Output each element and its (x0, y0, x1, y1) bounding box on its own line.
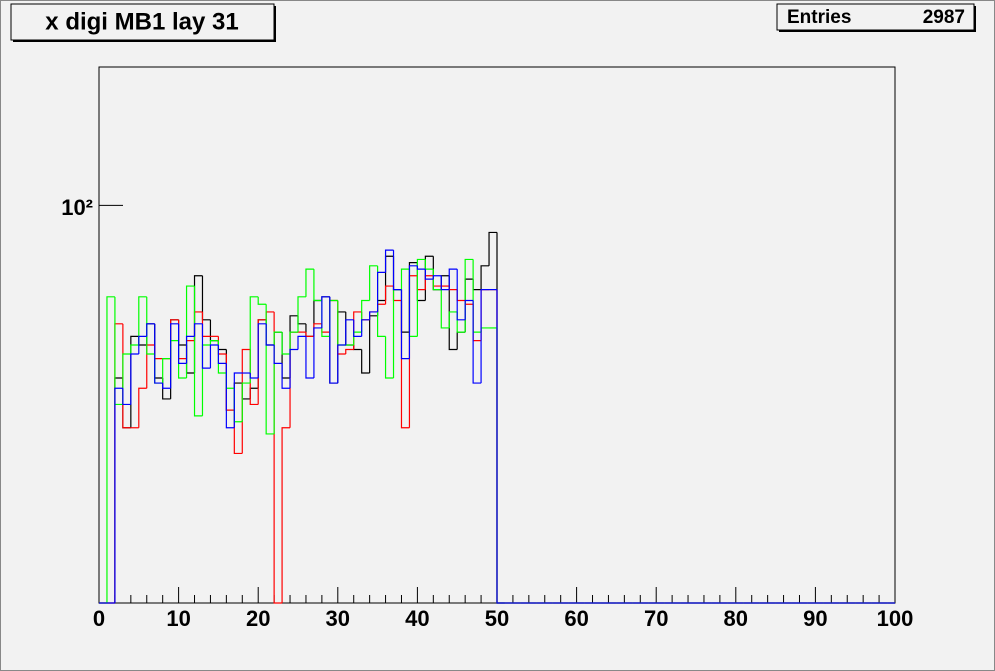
histogram-bin (384, 336, 394, 379)
histogram-bin (384, 285, 394, 305)
histogram-bin (496, 289, 505, 604)
histogram-bin (424, 269, 434, 280)
stats-box (776, 3, 975, 31)
histogram-bin (162, 358, 171, 384)
histogram-bin (146, 296, 155, 355)
histogram-bin (400, 289, 410, 360)
chart-title: x digi MB1 lay 31 (45, 8, 238, 35)
histogram-bin (225, 363, 235, 429)
histogram-bin (249, 296, 259, 384)
histogram-bin (154, 323, 163, 384)
histogram-bin (480, 289, 490, 384)
histogram-bin (257, 296, 267, 305)
histogram-bin (313, 327, 322, 378)
histogram-bin (209, 344, 219, 369)
histogram-bin (369, 311, 378, 320)
histogram-bin (146, 323, 155, 337)
histogram-bin (392, 250, 402, 291)
histogram-bin (289, 348, 298, 389)
histogram-bin (345, 319, 354, 346)
x-tick-label: 20 (246, 606, 270, 631)
histogram-bin (138, 335, 147, 355)
histogram-bin (265, 304, 275, 435)
x-tick-label: 80 (724, 606, 748, 631)
histogram-bin (130, 344, 139, 355)
histogram-bin (480, 265, 490, 290)
x-tick-label: 30 (326, 606, 350, 631)
histogram-bin (440, 289, 450, 329)
histogram-bin (273, 331, 283, 434)
histogram-bin (361, 319, 370, 337)
x-tick-label: 0 (93, 606, 105, 631)
histogram-bin (138, 387, 147, 428)
histogram-bin (122, 353, 131, 405)
histogram-bin (257, 323, 267, 378)
histogram-bin (416, 265, 426, 270)
histogram-bin (114, 387, 123, 603)
histogram-bin (321, 296, 330, 328)
histogram-bin (209, 340, 219, 346)
histogram-bin (289, 331, 298, 355)
histogram-bin (448, 268, 458, 290)
histogram-bin (106, 296, 115, 603)
x-tick-label: 100 (877, 606, 914, 631)
histogram-bin (448, 275, 458, 351)
histogram-bin (201, 323, 211, 369)
histogram-bin (369, 265, 378, 301)
histogram-bin (281, 363, 291, 389)
stats-label: Entries (787, 7, 851, 28)
histogram-bin (130, 353, 139, 405)
histogram-bin (440, 275, 450, 291)
histogram-bin (432, 275, 442, 280)
x-tick-label: 40 (405, 606, 429, 631)
histogram-bin (416, 258, 426, 337)
histogram-bin (170, 323, 179, 389)
histogram-bin (138, 296, 147, 346)
histogram-bin (305, 336, 314, 379)
histogram-bin (185, 335, 195, 364)
histogram-bin (233, 372, 243, 428)
histogram-bin (305, 268, 314, 297)
y-tick-label: 10² (61, 195, 93, 220)
histogram-bin (162, 383, 171, 389)
histogram-bin (329, 296, 338, 384)
histogram-bin (273, 345, 283, 364)
histogram-bin (488, 231, 497, 266)
histogram-bin (345, 348, 354, 355)
x-tick-label: 70 (644, 606, 668, 631)
histogram-bin (313, 269, 322, 302)
title-box (10, 3, 275, 41)
histogram-bin (178, 323, 187, 364)
histogram-bin (361, 349, 370, 374)
histogram-bin (281, 427, 291, 603)
x-tick-label: 50 (485, 606, 509, 631)
histogram-bin (448, 311, 458, 328)
x-tick-label: 90 (803, 606, 827, 631)
histogram-bin (353, 319, 362, 337)
histogram-bin (384, 249, 394, 273)
histogram-bin (408, 265, 418, 359)
histogram-bin (297, 296, 306, 333)
histogram-bin (193, 323, 203, 337)
histogram-bin (464, 299, 474, 320)
histogram-bin (472, 300, 482, 384)
histogram-bin (217, 345, 227, 364)
histogram-bin (377, 271, 386, 312)
histogram-bin (456, 269, 466, 321)
histogram-bin (265, 323, 275, 346)
histogram-bin (281, 332, 291, 355)
x-tick-label: 60 (564, 606, 588, 631)
histogram-bin (297, 335, 306, 350)
histogram-bin (241, 382, 251, 422)
histogram-bin (249, 373, 259, 379)
histogram-bin (122, 388, 131, 406)
histogram-bin (337, 344, 346, 384)
x-tick-label: 10 (166, 606, 190, 631)
histogram-bin (400, 268, 410, 290)
stats-value: 2987 (923, 7, 965, 28)
